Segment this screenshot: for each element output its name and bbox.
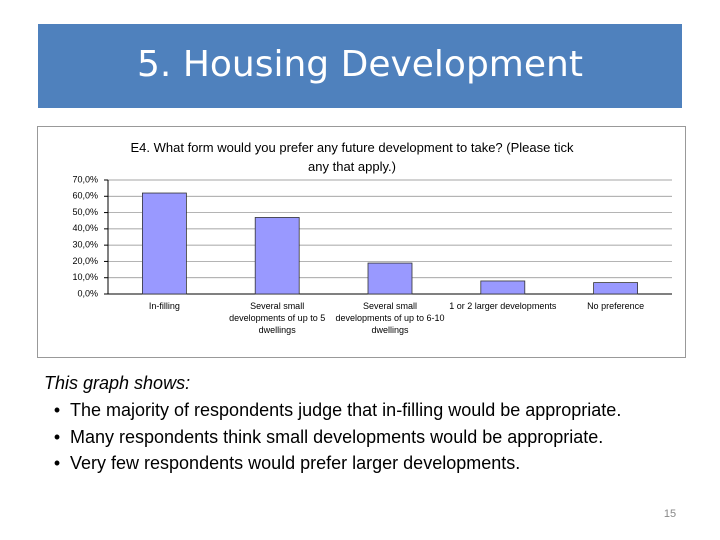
header-bar	[38, 24, 682, 108]
y-tick-label: 30,0%	[72, 240, 98, 250]
chart-title: E4. What form would you prefer any futur…	[130, 140, 574, 174]
x-tick-label: Several small developments of up to 5 dw…	[229, 301, 326, 335]
bullet-item: • Many respondents think small developmen…	[53, 426, 604, 447]
y-tick-label: 70,0%	[72, 174, 98, 184]
bar	[254, 217, 300, 295]
body-heading: This graph shows:	[44, 373, 191, 393]
y-tick-label: 60,0%	[72, 191, 98, 201]
bar	[141, 192, 187, 295]
x-tick-label: No preference	[587, 301, 645, 311]
y-tick-label: 0,0%	[77, 288, 98, 298]
bar	[367, 262, 413, 295]
bullet-text: Many respondents think small development…	[70, 426, 604, 447]
bullet-text: Very few respondents would prefer larger…	[70, 453, 521, 473]
bullet-item: • The majority of respondents judge that …	[53, 400, 622, 420]
y-tick-label: 10,0%	[72, 272, 98, 282]
bar	[480, 280, 526, 295]
x-tick-label: Several small developments of up to 6-10…	[335, 301, 445, 335]
x-tick-label: 1 or 2 larger developments	[449, 301, 557, 311]
bullet-text: The majority of respondents judge that i…	[70, 400, 622, 420]
y-tick-label: 40,0%	[72, 223, 98, 233]
slide-title: 5. Housing Development	[137, 44, 583, 85]
page-number: 15	[663, 508, 677, 520]
y-tick-label: 50,0%	[72, 207, 98, 217]
x-tick-label: In-filling	[148, 301, 180, 311]
bar	[593, 282, 638, 295]
bullet-item: • Very few respondents would prefer large…	[53, 453, 521, 473]
y-tick-label: 20,0%	[72, 256, 98, 266]
